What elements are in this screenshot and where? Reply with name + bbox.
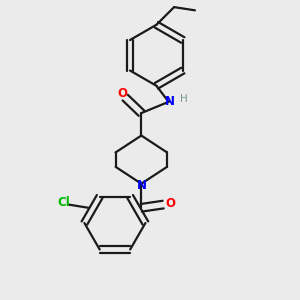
- Text: N: N: [137, 179, 147, 192]
- Text: O: O: [165, 197, 175, 210]
- Text: H: H: [180, 94, 188, 104]
- Text: N: N: [165, 95, 175, 108]
- Text: Cl: Cl: [57, 196, 70, 209]
- Text: O: O: [117, 87, 127, 100]
